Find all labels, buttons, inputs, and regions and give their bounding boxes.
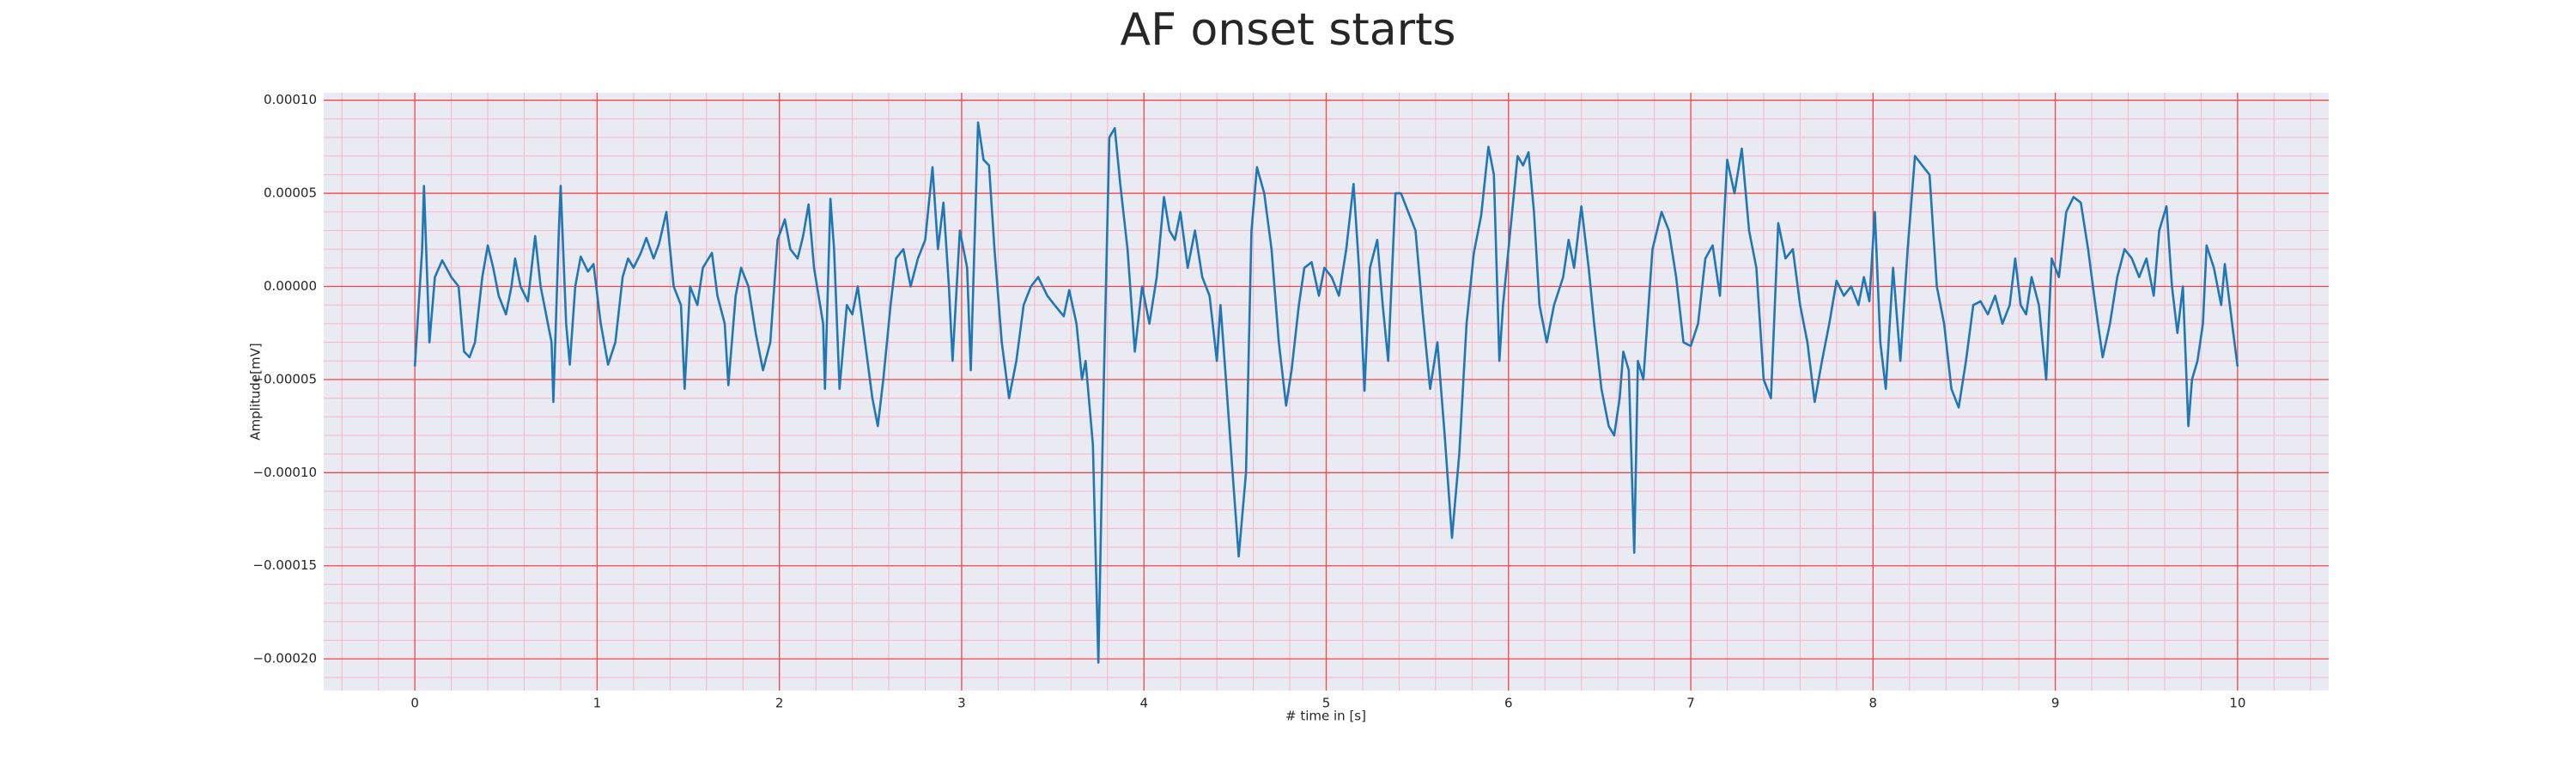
x-tick-label: 7 [1686, 696, 1695, 711]
x-tick-label: 9 [2051, 696, 2060, 711]
grid [324, 93, 2329, 691]
x-tick-label: 1 [593, 696, 602, 711]
plot [413, 121, 2239, 664]
x-tick-label: 2 [775, 696, 784, 711]
y-tick-label: −0.00010 [252, 465, 317, 480]
y-tick-label: −0.00020 [252, 651, 317, 666]
y-axis-label: Amplitude[mV] [248, 343, 264, 440]
x-tick-label: 5 [1322, 696, 1331, 711]
x-tick-label: 8 [1869, 696, 1878, 711]
x-axis-label: # time in [s] [1285, 709, 1366, 724]
y-tick-label: 0.00000 [264, 278, 317, 294]
x-tick-label: 10 [2229, 696, 2245, 711]
chart-title: AF onset starts [1121, 4, 1456, 56]
y-tick-label: 0.00010 [264, 92, 317, 107]
x-tick-label: 4 [1139, 696, 1148, 711]
signal-line [413, 121, 2239, 664]
y-tick-label: −0.00005 [252, 371, 317, 386]
x-tick-label: 3 [957, 696, 966, 711]
x-tick-label: 0 [410, 696, 419, 711]
x-tick-label: 6 [1504, 696, 1513, 711]
y-tick-label: 0.00005 [264, 186, 317, 201]
y-tick-label: −0.00015 [252, 557, 317, 573]
